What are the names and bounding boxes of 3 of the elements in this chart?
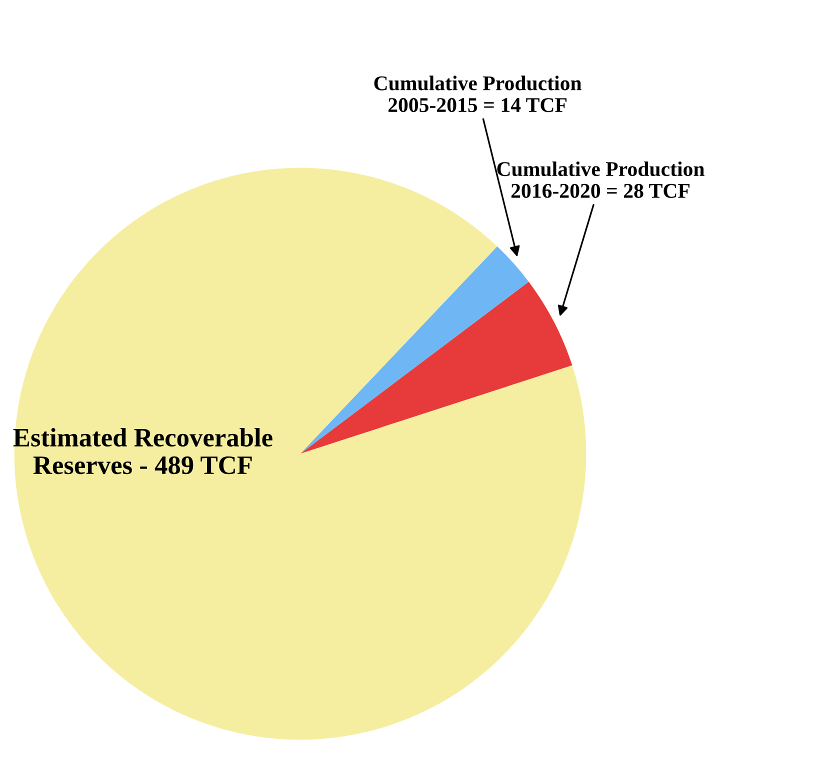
- slice-label: Estimated Recoverable Reserves - 489 TCF: [13, 428, 272, 474]
- slice-label: Cumulative Production 2016-2020 = 28 TCF: [497, 161, 704, 198]
- slice-label: Cumulative Production 2005-2015 = 14 TCF: [374, 76, 582, 112]
